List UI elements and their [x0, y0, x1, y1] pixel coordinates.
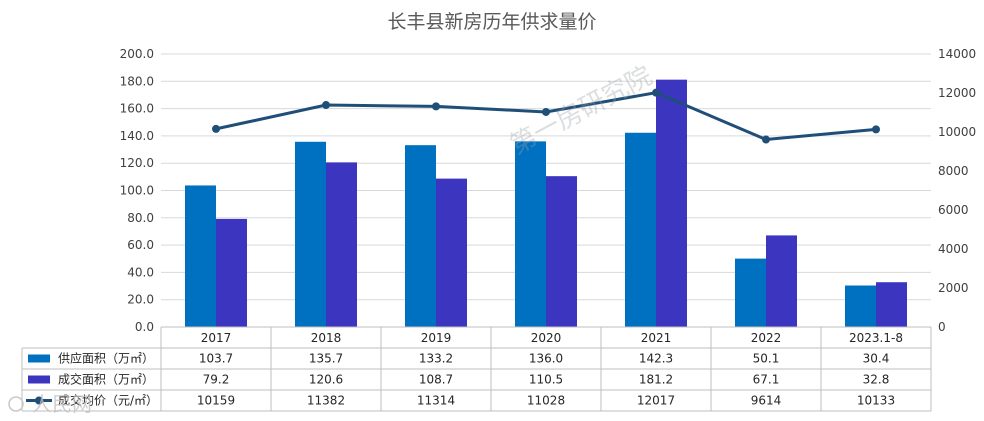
table-cell-value: 135.7 — [309, 352, 343, 366]
legend-label: 成交面积（万㎡） — [58, 372, 154, 387]
bar-series — [185, 79, 907, 327]
y-left-tick-label: 120.0 — [120, 156, 154, 170]
bar-deal — [656, 79, 687, 327]
right-axis-ticks: 0 2000 4000 6000 8000 10000 12000 14000 — [938, 47, 976, 334]
x-tick-label: 2019 — [421, 331, 452, 345]
bar-deal — [766, 235, 797, 327]
y-right-tick-label: 8000 — [938, 164, 969, 178]
legend-marker — [35, 396, 43, 405]
y-right-tick-label: 14000 — [938, 47, 976, 61]
price-line-series — [212, 88, 880, 144]
bar-deal — [216, 218, 247, 327]
bar-supply — [295, 141, 326, 327]
bar-deal — [326, 162, 357, 327]
price-point — [432, 102, 440, 111]
table-cell-value: 32.8 — [863, 373, 890, 387]
table-cell-value: 11028 — [527, 394, 565, 408]
y-left-tick-label: 60.0 — [127, 238, 154, 252]
bar-supply — [735, 258, 766, 327]
bar-supply — [515, 141, 546, 327]
bar-supply — [405, 145, 436, 327]
table-cell-value: 11382 — [307, 394, 345, 408]
x-tick-label: 2023.1-8 — [849, 331, 903, 345]
y-right-tick-label: 6000 — [938, 203, 969, 217]
table-cell-value: 10159 — [197, 394, 235, 408]
price-point — [872, 125, 880, 134]
bar-deal — [546, 176, 577, 327]
bar-supply — [185, 185, 216, 327]
left-axis-ticks: 0.0 20.0 40.0 60.0 80.0 100.0 120.0 140.0 160.0 1… — [120, 47, 154, 334]
source-mark: 人民网 — [8, 392, 92, 416]
y-left-tick-label: 160.0 — [120, 102, 154, 116]
table-cell-value: 108.7 — [419, 373, 453, 387]
table-cell-value: 10133 — [857, 394, 895, 408]
table-cell-value: 50.1 — [753, 352, 780, 366]
x-tick-label: 2017 — [201, 331, 232, 345]
table-cell-value: 11314 — [417, 394, 455, 408]
legend-swatch — [28, 375, 50, 384]
price-point — [762, 135, 770, 144]
table-cell-value: 110.5 — [529, 373, 563, 387]
bar-deal — [876, 282, 907, 327]
y-left-tick-label: 80.0 — [127, 211, 154, 225]
legend-label: 成交均价（元/㎡） — [58, 393, 158, 408]
price-point — [212, 124, 220, 133]
legend-swatch — [28, 354, 50, 363]
y-left-tick-label: 0.0 — [135, 320, 154, 334]
y-right-tick-label: 10000 — [938, 125, 976, 139]
x-tick-label: 2020 — [531, 331, 562, 345]
table-cell-value: 181.2 — [639, 373, 673, 387]
y-left-tick-label: 100.0 — [120, 184, 154, 198]
table-cell-value: 136.0 — [529, 352, 563, 366]
table-cell-value: 9614 — [751, 394, 782, 408]
x-tick-label: 2021 — [641, 331, 672, 345]
source-logo-icon — [8, 396, 24, 412]
svg-text:人民网: 人民网 — [32, 392, 92, 416]
bar-deal — [436, 178, 467, 327]
bar-supply — [625, 132, 656, 327]
table-cell-value: 79.2 — [203, 373, 230, 387]
table-cell-value: 142.3 — [639, 352, 673, 366]
bar-supply — [845, 285, 876, 327]
y-left-tick-label: 200.0 — [120, 47, 154, 61]
y-left-tick-label: 180.0 — [120, 74, 154, 88]
x-tick-label: 2018 — [311, 331, 342, 345]
price-point — [322, 101, 330, 110]
legend-label: 供应面积（万㎡） — [58, 351, 154, 366]
price-point — [652, 88, 660, 97]
y-right-tick-label: 4000 — [938, 242, 969, 256]
y-left-tick-label: 140.0 — [120, 129, 154, 143]
table-cell-value: 120.6 — [309, 373, 343, 387]
x-tick-label: 2022 — [751, 331, 782, 345]
table-cell-value: 30.4 — [863, 352, 890, 366]
chart-title: 长丰县新房历年供求量价 — [387, 11, 596, 33]
price-point — [542, 107, 550, 116]
table-cell-value: 12017 — [637, 394, 675, 408]
y-left-tick-label: 20.0 — [127, 293, 154, 307]
y-left-tick-label: 40.0 — [127, 265, 154, 279]
data-table: 2017 2018 2019 2020 2021 2022 2023.1-8 供应面积（万㎡）… — [21, 326, 932, 412]
y-right-tick-label: 0 — [938, 320, 946, 334]
y-right-tick-label: 2000 — [938, 281, 969, 295]
table-cell-value: 133.2 — [419, 352, 453, 366]
table-cell-value: 67.1 — [753, 373, 780, 387]
y-right-tick-label: 12000 — [938, 86, 976, 100]
table-cell-value: 103.7 — [199, 352, 233, 366]
